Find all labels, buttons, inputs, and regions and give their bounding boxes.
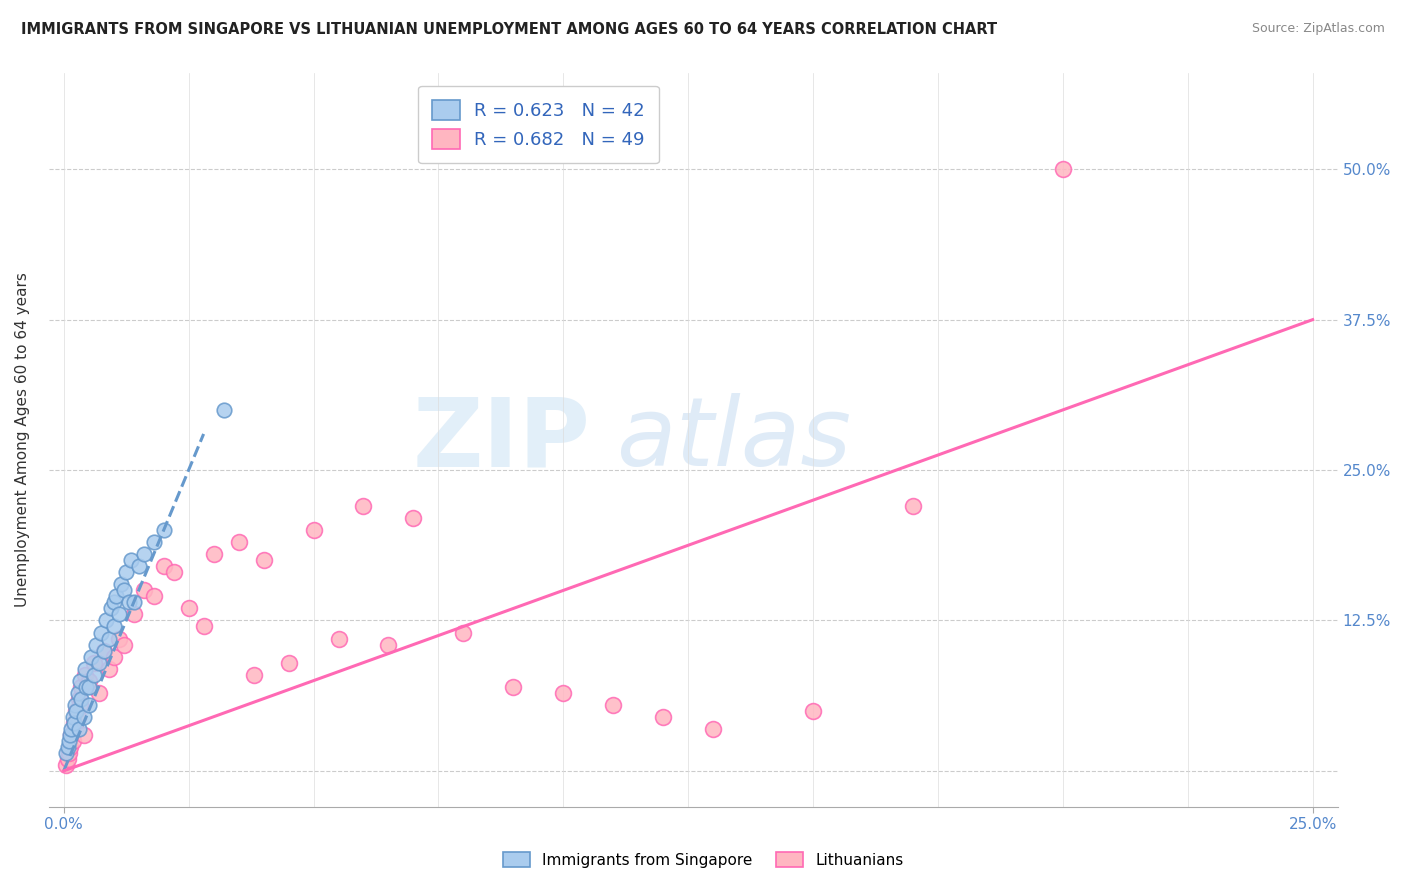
Point [453,625,475,640]
Point [80,649,103,664]
Point [83,656,105,670]
Y-axis label: Unemployment Among Ages 60 to 64 years: Unemployment Among Ages 60 to 64 years [15,273,30,607]
Point [652,710,675,724]
Point [202,547,225,561]
Point [1052,162,1074,177]
Point [103,649,125,664]
Point [602,698,624,712]
Point [96,614,118,628]
Point [63,698,86,712]
Point [58,733,80,747]
Point [90,625,112,640]
Point [328,632,350,646]
Point [120,553,142,567]
Point [73,667,96,681]
Point [62,710,84,724]
Point [103,619,125,633]
Point [112,638,135,652]
Point [62,715,84,730]
Point [502,680,524,694]
Point [56,752,79,766]
Point [107,607,129,622]
Point [177,601,200,615]
Point [73,662,96,676]
Point [801,704,824,718]
Text: ZIP: ZIP [412,393,591,486]
Point [402,511,425,525]
Point [73,710,96,724]
Point [193,619,215,633]
Point [128,559,150,574]
Point [302,523,325,537]
Point [59,728,82,742]
Point [553,686,575,700]
Point [77,680,100,694]
Point [60,728,83,742]
Point [70,680,93,694]
Point [87,686,110,700]
Point [63,722,86,736]
Point [70,691,93,706]
Point [107,632,129,646]
Point [77,673,100,688]
Point [228,535,250,549]
Point [67,691,90,706]
Point [252,553,274,567]
Point [142,590,165,604]
Point [377,638,399,652]
Point [59,739,82,754]
Point [212,403,235,417]
Point [702,722,724,736]
Point [65,704,87,718]
Point [122,607,145,622]
Point [103,595,125,609]
Point [142,535,165,549]
Point [69,673,91,688]
Legend: R = 0.623   N = 42, R = 0.682   N = 49: R = 0.623 N = 42, R = 0.682 N = 49 [418,86,659,163]
Point [66,686,89,700]
Point [84,638,107,652]
Text: IMMIGRANTS FROM SINGAPORE VS LITHUANIAN UNEMPLOYMENT AMONG AGES 60 TO 64 YEARS C: IMMIGRANTS FROM SINGAPORE VS LITHUANIAN … [21,22,997,37]
Point [67,722,90,736]
Text: atlas: atlas [616,393,851,486]
Point [152,523,174,537]
Point [353,499,375,513]
Point [60,722,83,736]
Point [73,728,96,742]
Point [69,698,91,712]
Point [77,698,100,712]
Point [115,566,138,580]
Legend: Immigrants from Singapore, Lithuanians: Immigrants from Singapore, Lithuanians [496,846,910,873]
Point [901,499,924,513]
Point [97,662,120,676]
Point [132,583,155,598]
Text: Source: ZipAtlas.com: Source: ZipAtlas.com [1251,22,1385,36]
Point [122,595,145,609]
Point [56,739,79,754]
Point [65,704,87,718]
Point [93,643,115,657]
Point [163,566,186,580]
Point [110,577,132,591]
Point [55,746,77,760]
Point [93,643,115,657]
Point [100,601,122,615]
Point [66,710,89,724]
Point [55,757,77,772]
Point [118,595,141,609]
Point [97,632,120,646]
Point [242,667,264,681]
Point [277,656,299,670]
Point [105,590,128,604]
Point [83,667,105,681]
Point [75,680,97,694]
Point [62,715,84,730]
Point [58,746,80,760]
Point [62,733,84,747]
Point [152,559,174,574]
Point [87,656,110,670]
Point [132,547,155,561]
Point [112,583,135,598]
